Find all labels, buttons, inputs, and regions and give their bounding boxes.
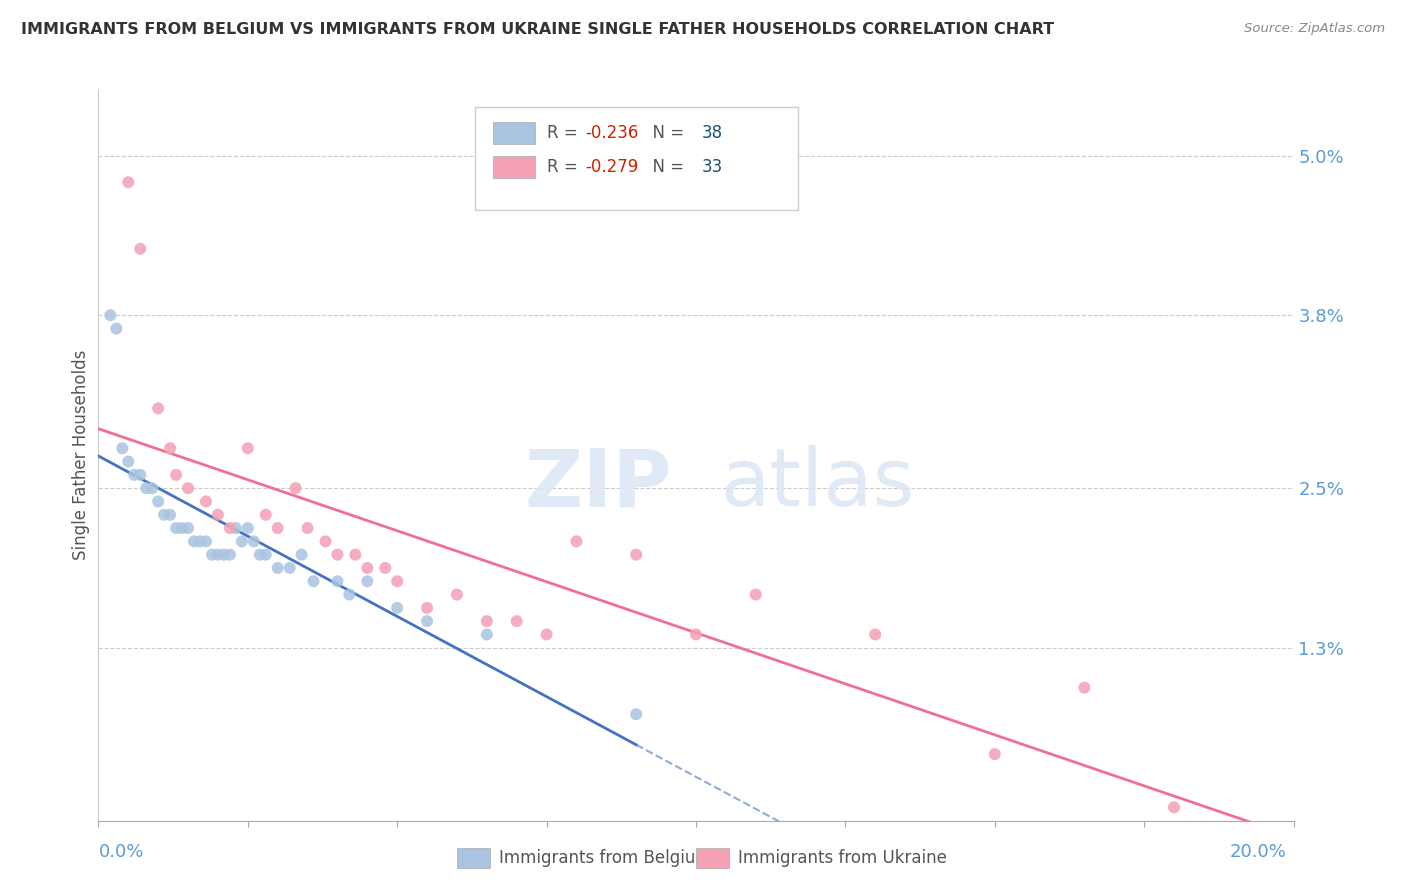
Point [385, 600, 409, 615]
Text: Source: ZipAtlas.com: Source: ZipAtlas.com [1244, 22, 1385, 36]
Point [153, 508, 176, 522]
Point [506, 614, 529, 628]
Point [254, 548, 277, 562]
FancyBboxPatch shape [494, 156, 534, 178]
Point [195, 534, 218, 549]
Point [475, 614, 498, 628]
Point [124, 467, 146, 482]
Point [172, 521, 194, 535]
Point [865, 627, 887, 641]
Point [236, 521, 259, 535]
FancyBboxPatch shape [494, 122, 534, 145]
Point [177, 521, 200, 535]
Point [291, 548, 314, 562]
Point [219, 521, 242, 535]
Point [278, 561, 301, 575]
Point [475, 627, 498, 641]
Point [284, 481, 307, 495]
Point [339, 588, 360, 602]
Point [212, 548, 235, 562]
Point [374, 561, 396, 575]
Point [326, 548, 349, 562]
Point [326, 574, 349, 589]
Text: 0.0%: 0.0% [98, 843, 143, 861]
Text: R =: R = [547, 124, 582, 142]
Point [267, 521, 290, 535]
Text: -0.279: -0.279 [585, 159, 638, 177]
Point [356, 574, 378, 589]
FancyBboxPatch shape [475, 108, 797, 210]
Point [1073, 681, 1095, 695]
Text: N =: N = [643, 159, 689, 177]
Text: N =: N = [643, 124, 689, 142]
Point [565, 534, 588, 549]
FancyBboxPatch shape [696, 847, 730, 868]
Text: IMMIGRANTS FROM BELGIUM VS IMMIGRANTS FROM UKRAINE SINGLE FATHER HOUSEHOLDS CORR: IMMIGRANTS FROM BELGIUM VS IMMIGRANTS FR… [21, 22, 1054, 37]
Point [267, 561, 290, 575]
Point [416, 614, 439, 628]
Text: Immigrants from Ukraine: Immigrants from Ukraine [738, 849, 946, 867]
Point [148, 401, 170, 416]
Text: 33: 33 [702, 159, 723, 177]
Point [117, 454, 139, 468]
Point [685, 627, 707, 641]
Point [165, 521, 187, 535]
Text: ZIP: ZIP [524, 445, 672, 524]
Text: -0.236: -0.236 [585, 124, 638, 142]
Point [416, 600, 439, 615]
Point [446, 588, 468, 602]
Point [100, 308, 122, 322]
Point [207, 508, 229, 522]
Point [111, 442, 134, 456]
Point [626, 548, 648, 562]
Point [159, 442, 181, 456]
Point [129, 467, 152, 482]
Point [135, 481, 157, 495]
Point [356, 561, 378, 575]
Point [165, 467, 187, 482]
Point [984, 747, 1007, 761]
Text: Immigrants from Belgium: Immigrants from Belgium [499, 849, 711, 867]
Point [195, 494, 218, 508]
Point [177, 481, 200, 495]
Point [536, 627, 558, 641]
Point [159, 508, 181, 522]
Point [188, 534, 211, 549]
Point [385, 574, 409, 589]
Text: atlas: atlas [720, 445, 914, 524]
Point [243, 534, 266, 549]
Point [249, 548, 271, 562]
Y-axis label: Single Father Households: Single Father Households [72, 350, 90, 560]
Point [302, 574, 325, 589]
Point [183, 534, 205, 549]
Point [219, 548, 242, 562]
Point [297, 521, 319, 535]
Point [626, 707, 648, 722]
Point [117, 175, 139, 189]
Point [105, 321, 128, 335]
Point [344, 548, 367, 562]
Point [225, 521, 247, 535]
FancyBboxPatch shape [457, 847, 491, 868]
Point [141, 481, 163, 495]
Text: R =: R = [547, 159, 582, 177]
Point [231, 534, 253, 549]
Point [745, 588, 768, 602]
Point [148, 494, 170, 508]
Point [207, 548, 229, 562]
Point [254, 508, 277, 522]
Point [129, 242, 152, 256]
Point [201, 548, 224, 562]
Point [236, 442, 259, 456]
Text: 20.0%: 20.0% [1230, 843, 1286, 861]
Point [315, 534, 337, 549]
Text: 38: 38 [702, 124, 723, 142]
Point [1163, 800, 1185, 814]
